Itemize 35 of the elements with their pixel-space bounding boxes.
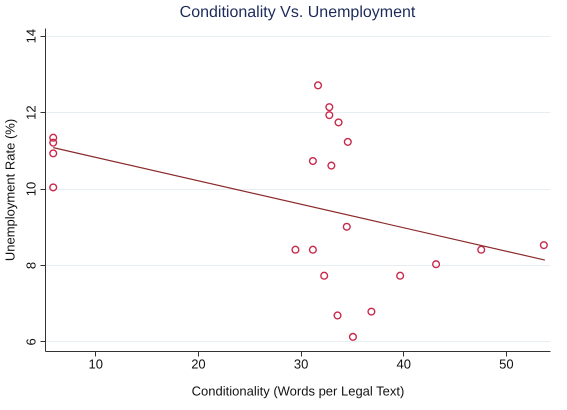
point — [49, 134, 58, 142]
point — [325, 111, 334, 120]
point — [348, 332, 357, 341]
point — [308, 246, 317, 254]
x-tick-label: 10 — [88, 356, 104, 372]
point — [334, 118, 343, 126]
point — [367, 308, 376, 316]
point — [333, 311, 342, 320]
y-tick-label: 10 — [24, 182, 38, 196]
point — [49, 138, 58, 147]
point — [49, 183, 58, 192]
point — [308, 156, 317, 166]
point — [432, 260, 440, 268]
point — [320, 272, 328, 280]
y-tick-label: 6 — [24, 338, 38, 346]
point — [477, 246, 486, 254]
point — [396, 272, 404, 280]
y-tick-label: 12 — [24, 105, 38, 120]
x-tick-label: 50 — [499, 356, 514, 372]
x-axis-title: Conditionality (Words per Legal Text) — [192, 384, 404, 398]
x-tick-label: 30 — [294, 356, 308, 372]
chart-title: Conditionality Vs. Unemployment — [180, 4, 416, 21]
y-tick-label: 8 — [24, 262, 38, 270]
x-tick-label: 40 — [396, 356, 411, 372]
point — [342, 222, 351, 231]
point — [344, 138, 352, 146]
point — [291, 246, 300, 254]
point — [325, 103, 334, 112]
point — [49, 149, 58, 158]
point — [314, 81, 322, 90]
point — [327, 162, 336, 170]
point — [540, 241, 548, 250]
x-tick-label: 20 — [191, 356, 206, 372]
y-tick-label: 14 — [24, 28, 38, 44]
y-axis-title: Unemployment Rate (%) — [2, 118, 18, 262]
